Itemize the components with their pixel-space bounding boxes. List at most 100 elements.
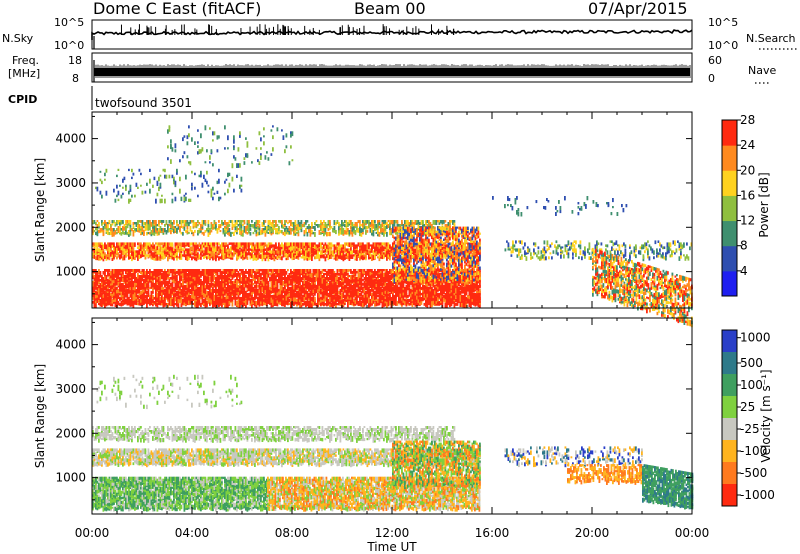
data-cell — [296, 302, 298, 307]
data-cell — [210, 284, 213, 288]
data-cell — [158, 284, 160, 289]
data-cell — [275, 292, 277, 298]
data-cell — [140, 294, 142, 300]
data-cell — [177, 298, 180, 304]
data-cell — [264, 302, 267, 306]
sky-label: N.Sky — [2, 32, 34, 45]
data-cell — [261, 282, 264, 288]
data-cell — [177, 290, 180, 295]
data-cell — [236, 275, 238, 280]
data-cell — [255, 296, 258, 299]
freq-left-tick-top: 18 — [68, 54, 82, 67]
data-cell — [107, 292, 109, 297]
data-cell — [206, 280, 208, 285]
data-cell — [162, 290, 165, 294]
data-cell — [108, 298, 111, 303]
data-cell — [273, 275, 276, 279]
data-cell — [287, 298, 289, 302]
data-cell — [281, 277, 283, 282]
data-cell — [215, 279, 217, 282]
data-cell — [191, 275, 193, 279]
data-cell — [264, 280, 267, 284]
data-cell — [120, 279, 123, 282]
data-cell — [303, 279, 306, 284]
data-cell — [306, 273, 309, 276]
data-cell — [282, 296, 285, 301]
data-cell — [260, 288, 262, 292]
data-cell — [197, 290, 199, 294]
data-cell — [233, 294, 235, 300]
data-cell — [129, 288, 132, 294]
data-cell — [243, 271, 246, 274]
sky-left-tick-bottom: 10^0 — [54, 39, 84, 52]
data-cell — [278, 288, 280, 292]
data-cell — [110, 279, 112, 284]
data-cell — [282, 294, 285, 299]
data-cell — [297, 282, 300, 287]
data-cell — [282, 280, 285, 284]
data-cell — [333, 271, 336, 274]
data-cell — [249, 298, 252, 304]
data-cell — [99, 300, 102, 306]
data-cell — [216, 300, 219, 305]
data-cell — [279, 288, 282, 294]
data-cell — [188, 273, 190, 278]
data-cell — [191, 277, 193, 282]
data-cell — [263, 296, 265, 300]
data-cell — [125, 275, 127, 278]
data-cell — [197, 271, 199, 275]
data-cell — [140, 298, 142, 303]
data-cell — [219, 298, 222, 302]
data-cell — [176, 280, 178, 284]
data-cell — [147, 275, 150, 279]
data-cell — [258, 298, 261, 304]
data-cell — [167, 273, 169, 278]
data-cell — [131, 277, 133, 280]
data-cell — [119, 271, 121, 276]
data-cell — [218, 269, 220, 273]
data-cell — [305, 292, 307, 298]
data-cell — [231, 275, 234, 280]
data-cell — [116, 286, 118, 290]
data-cell — [153, 282, 156, 288]
data-cell — [209, 282, 211, 287]
data-cell — [231, 271, 234, 275]
data-cell — [236, 282, 238, 288]
data-cell — [116, 298, 118, 304]
data-cell — [143, 269, 145, 274]
data-cell — [105, 286, 108, 292]
data-cell — [288, 273, 291, 277]
data-cell — [296, 298, 298, 302]
data-cell — [306, 280, 309, 284]
data-cell — [218, 286, 220, 292]
data-cell — [105, 269, 108, 272]
data-cell — [131, 302, 133, 307]
data-cell — [302, 286, 304, 291]
data-cell — [237, 280, 240, 284]
data-cell — [155, 288, 157, 294]
data-cell — [299, 286, 301, 292]
data-cell — [245, 302, 247, 308]
data-cell — [266, 284, 268, 290]
data-cell — [299, 280, 301, 286]
data-cell — [347, 273, 349, 276]
data-cell — [167, 302, 169, 308]
date-title: 07/Apr/2015 — [588, 0, 688, 18]
data-cell — [228, 279, 231, 283]
data-cell — [251, 279, 253, 282]
data-cell — [144, 271, 147, 275]
data-cell — [224, 282, 226, 287]
data-cell — [236, 273, 238, 276]
data-cell — [264, 273, 267, 278]
data-cell — [186, 290, 189, 295]
data-cell — [275, 271, 277, 274]
data-cell — [257, 298, 259, 304]
data-cell — [176, 284, 178, 290]
data-cell — [276, 298, 279, 304]
data-cell — [113, 269, 115, 274]
data-cell — [95, 290, 97, 295]
data-cell — [171, 269, 174, 272]
data-cell — [155, 269, 157, 273]
data-cell — [224, 288, 226, 292]
data-cell — [147, 280, 150, 284]
